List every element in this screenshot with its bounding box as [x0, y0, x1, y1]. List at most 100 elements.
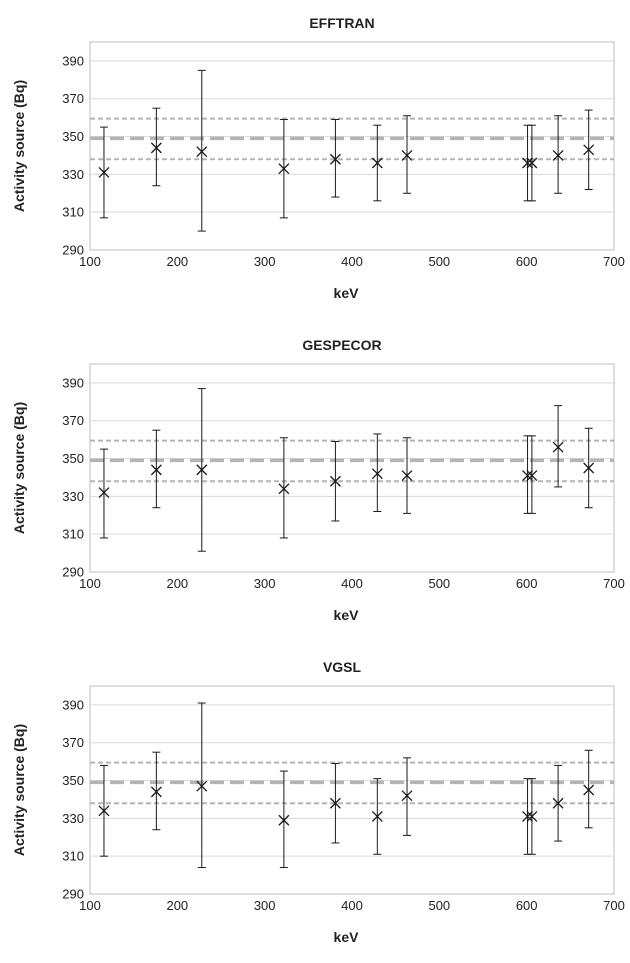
data-point — [98, 167, 110, 178]
y-tick-label: 290 — [62, 565, 84, 580]
y-tick-label: 310 — [62, 527, 84, 542]
plot-area — [89, 363, 615, 573]
y-tick-label: 370 — [62, 735, 84, 750]
y-tick-label: 330 — [62, 811, 84, 826]
chart-title: VGSL — [323, 659, 362, 675]
data-point — [329, 153, 341, 165]
x-tick-label: 100 — [79, 254, 101, 269]
x-marker-stroke — [98, 487, 110, 499]
y-tick-label: 330 — [62, 489, 84, 504]
data-point — [522, 157, 533, 169]
y-tick-label: 390 — [62, 53, 84, 68]
data-point — [583, 784, 595, 796]
y-tick-label: 310 — [62, 849, 84, 864]
data-point — [98, 805, 110, 817]
data-point — [150, 786, 162, 798]
x-tick-label: 300 — [254, 576, 276, 591]
data-point — [98, 487, 110, 499]
data-point — [196, 780, 208, 792]
x-marker-stroke — [583, 144, 595, 156]
data-point — [278, 163, 290, 175]
x-marker-stroke — [583, 784, 595, 796]
data-point — [552, 149, 564, 161]
x-marker-stroke — [329, 797, 341, 809]
x-marker-stroke — [552, 441, 564, 453]
y-tick-label: 330 — [62, 167, 84, 182]
data-point — [371, 811, 383, 822]
data-point — [196, 464, 208, 476]
y-axis-label: Activity source (Bq) — [11, 80, 27, 212]
x-marker-stroke — [401, 149, 413, 161]
data-point — [552, 441, 564, 453]
x-marker-stroke — [583, 462, 595, 474]
x-tick-label: 200 — [166, 576, 188, 591]
x-axis-label: keV — [334, 929, 360, 945]
x-marker-stroke — [98, 167, 110, 178]
x-marker-stroke — [278, 814, 290, 826]
chart-title: GESPECOR — [302, 337, 381, 353]
data-point — [329, 475, 341, 487]
x-marker-stroke — [150, 142, 162, 154]
data-point — [371, 468, 383, 480]
x-marker-stroke — [522, 470, 533, 482]
plot-area — [89, 41, 615, 251]
x-axis-label: keV — [334, 607, 360, 623]
data-point — [150, 464, 162, 476]
x-tick-label: 100 — [79, 576, 101, 591]
x-tick-label: 600 — [516, 254, 538, 269]
y-axis-label: Activity source (Bq) — [11, 402, 27, 534]
x-tick-label: 700 — [603, 576, 625, 591]
y-tick-label: 370 — [62, 91, 84, 106]
x-tick-label: 400 — [341, 254, 363, 269]
data-point — [583, 462, 595, 474]
x-marker-stroke — [401, 790, 413, 802]
y-tick-label: 290 — [62, 887, 84, 902]
x-tick-label: 500 — [428, 898, 450, 913]
data-point — [526, 811, 538, 822]
x-marker-stroke — [371, 468, 383, 480]
x-tick-label: 600 — [516, 576, 538, 591]
x-tick-label: 400 — [341, 898, 363, 913]
y-tick-label: 390 — [62, 375, 84, 390]
plot-area — [89, 685, 615, 895]
x-tick-label: 500 — [428, 576, 450, 591]
x-marker-stroke — [196, 146, 208, 158]
data-point — [526, 470, 538, 482]
x-marker-stroke — [278, 483, 290, 495]
chart-panel-2: VGSL 290 310 330 350 370 390 100 200 300 400 500 600… — [11, 659, 625, 945]
x-marker-stroke — [196, 780, 208, 792]
x-tick-label: 700 — [603, 898, 625, 913]
x-marker-stroke — [278, 163, 290, 175]
x-marker-stroke — [329, 475, 341, 487]
x-tick-label: 700 — [603, 254, 625, 269]
data-point — [522, 470, 533, 482]
y-tick-label: 390 — [62, 697, 84, 712]
x-marker-stroke — [526, 811, 538, 822]
x-marker-stroke — [522, 157, 533, 169]
x-marker-stroke — [552, 797, 564, 809]
x-marker-stroke — [552, 149, 564, 161]
x-axis-label: keV — [334, 285, 360, 301]
x-tick-label: 100 — [79, 898, 101, 913]
x-marker-stroke — [196, 464, 208, 476]
data-point — [401, 790, 413, 802]
x-marker-stroke — [150, 786, 162, 798]
x-tick-label: 200 — [166, 898, 188, 913]
x-marker-stroke — [150, 464, 162, 476]
x-tick-label: 200 — [166, 254, 188, 269]
data-point — [371, 157, 383, 169]
y-tick-label: 350 — [62, 773, 84, 788]
x-marker-stroke — [526, 470, 538, 482]
x-marker-stroke — [329, 153, 341, 165]
y-tick-label: 350 — [62, 451, 84, 466]
data-point — [401, 470, 413, 482]
y-tick-label: 350 — [62, 129, 84, 144]
x-marker-stroke — [522, 811, 533, 822]
data-point — [583, 144, 595, 156]
x-marker-stroke — [526, 157, 538, 169]
x-marker-stroke — [371, 811, 383, 822]
x-marker-stroke — [371, 157, 383, 169]
y-tick-label: 290 — [62, 243, 84, 258]
x-marker-stroke — [98, 805, 110, 817]
